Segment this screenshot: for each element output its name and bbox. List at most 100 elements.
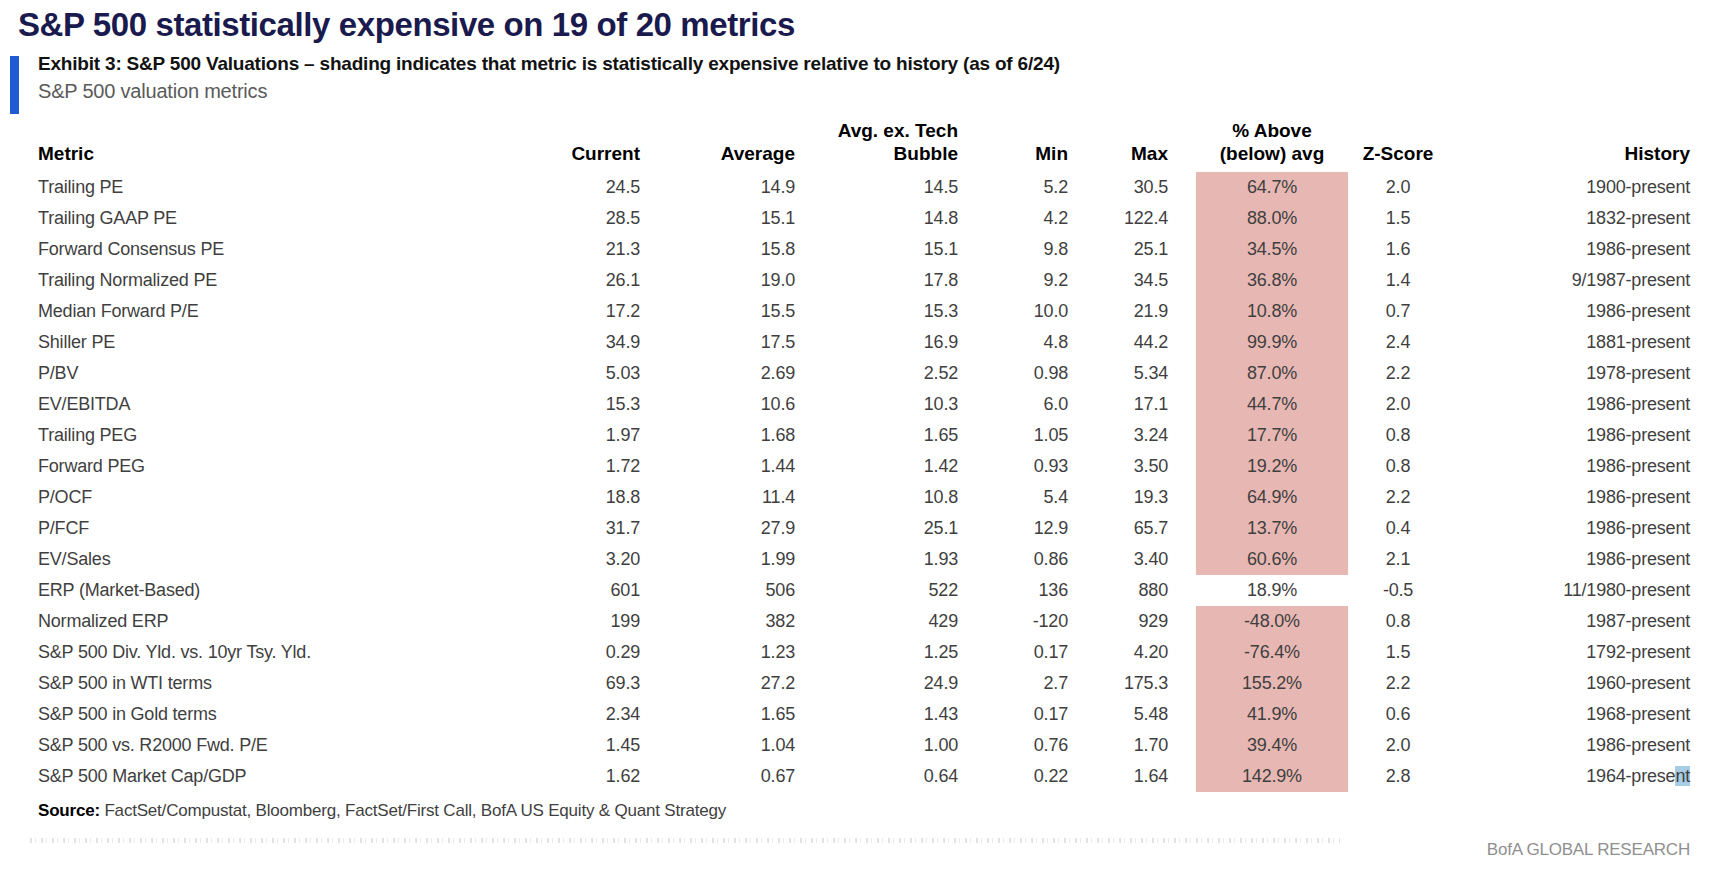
cell-z_score: 2.0 (1348, 389, 1448, 420)
cell-history: 1986-present (1448, 420, 1690, 451)
cell-max: 17.1 (1068, 389, 1168, 420)
cell-z_score: 2.8 (1348, 761, 1448, 792)
source-text: FactSet/Compustat, Bloomberg, FactSet/Fi… (104, 801, 726, 820)
cell-average: 14.9 (640, 172, 795, 203)
cell-max: 1.70 (1068, 730, 1168, 761)
text-selection-highlight: nt (1675, 766, 1690, 786)
cell-z_score: 2.0 (1348, 730, 1448, 761)
cell-current: 69.3 (458, 668, 640, 699)
cell-metric: P/OCF (38, 482, 458, 513)
column-header-avg_ex_tech: Avg. ex. TechBubble (795, 119, 958, 172)
cell-z_score: 0.4 (1348, 513, 1448, 544)
cell-metric: Trailing GAAP PE (38, 203, 458, 234)
cell-current: 1.45 (458, 730, 640, 761)
table-row: P/FCF31.727.925.112.965.713.7%0.41986-pr… (38, 513, 1690, 544)
cell-avg_ex_tech: 16.9 (795, 327, 958, 358)
cell-current: 199 (458, 606, 640, 637)
cell-min: 0.98 (958, 358, 1068, 389)
cell-history: 1881-present (1448, 327, 1690, 358)
cell-average: 15.5 (640, 296, 795, 327)
cell-avg_ex_tech: 14.5 (795, 172, 958, 203)
table-row: Shiller PE34.917.516.94.844.299.9%2.4188… (38, 327, 1690, 358)
cell-min: 4.8 (958, 327, 1068, 358)
cell-history: 1978-present (1448, 358, 1690, 389)
column-header-current: Current (458, 119, 640, 172)
cell-z_score: 2.0 (1348, 172, 1448, 203)
cell-pct_above_avg: -76.4% (1168, 637, 1348, 668)
column-header-average: Average (640, 119, 795, 172)
bofa-global-research-label: BofA GLOBAL RESEARCH (1487, 840, 1690, 860)
cell-history: 1986-present (1448, 234, 1690, 265)
page-title: S&P 500 statistically expensive on 19 of… (18, 6, 1715, 44)
cell-min: 0.93 (958, 451, 1068, 482)
cell-current: 2.34 (458, 699, 640, 730)
cell-avg_ex_tech: 429 (795, 606, 958, 637)
cell-average: 10.6 (640, 389, 795, 420)
cell-max: 5.48 (1068, 699, 1168, 730)
cell-min: 5.4 (958, 482, 1068, 513)
cell-avg_ex_tech: 1.00 (795, 730, 958, 761)
cell-pct_above_avg: -48.0% (1168, 606, 1348, 637)
table-row: Forward Consensus PE21.315.815.19.825.13… (38, 234, 1690, 265)
cell-max: 929 (1068, 606, 1168, 637)
cell-pct_above_avg: 87.0% (1168, 358, 1348, 389)
cell-max: 880 (1068, 575, 1168, 606)
expensive-shading: 142.9% (1196, 761, 1348, 792)
cell-pct_above_avg: 44.7% (1168, 389, 1348, 420)
cell-average: 1.04 (640, 730, 795, 761)
cell-z_score: 2.4 (1348, 327, 1448, 358)
cell-max: 3.24 (1068, 420, 1168, 451)
cell-history: 9/1987-present (1448, 265, 1690, 296)
cell-current: 601 (458, 575, 640, 606)
cell-average: 11.4 (640, 482, 795, 513)
cell-z_score: 2.2 (1348, 668, 1448, 699)
valuation-table: MetricCurrentAverageAvg. ex. TechBubble M… (38, 119, 1690, 792)
cell-metric: P/BV (38, 358, 458, 389)
cell-history: 1986-present (1448, 482, 1690, 513)
cell-metric: Median Forward P/E (38, 296, 458, 327)
cell-metric: Forward Consensus PE (38, 234, 458, 265)
cell-pct_above_avg: 142.9% (1168, 761, 1348, 792)
cell-avg_ex_tech: 1.25 (795, 637, 958, 668)
cell-history: 11/1980-present (1448, 575, 1690, 606)
cell-current: 5.03 (458, 358, 640, 389)
cell-avg_ex_tech: 15.1 (795, 234, 958, 265)
column-header-history: History (1448, 119, 1690, 172)
cell-history: 1986-present (1448, 513, 1690, 544)
table-row: Median Forward P/E17.215.515.310.021.910… (38, 296, 1690, 327)
cell-avg_ex_tech: 15.3 (795, 296, 958, 327)
cell-history: 1832-present (1448, 203, 1690, 234)
cell-current: 24.5 (458, 172, 640, 203)
cell-history: 1900-present (1448, 172, 1690, 203)
cell-metric: S&P 500 in WTI terms (38, 668, 458, 699)
cell-max: 3.50 (1068, 451, 1168, 482)
cell-avg_ex_tech: 14.8 (795, 203, 958, 234)
cell-z_score: 1.5 (1348, 203, 1448, 234)
cell-pct_above_avg: 88.0% (1168, 203, 1348, 234)
cell-z_score: 0.8 (1348, 451, 1448, 482)
table-row: S&P 500 Div. Yld. vs. 10yr Tsy. Yld.0.29… (38, 637, 1690, 668)
cell-history: 1986-present (1448, 389, 1690, 420)
cell-history: 1964-present (1448, 761, 1690, 792)
cell-metric: ERP (Market-Based) (38, 575, 458, 606)
expensive-shading: 13.7% (1196, 513, 1348, 544)
cell-metric: P/FCF (38, 513, 458, 544)
cell-avg_ex_tech: 17.8 (795, 265, 958, 296)
cell-pct_above_avg: 60.6% (1168, 544, 1348, 575)
expensive-shading: 36.8% (1196, 265, 1348, 296)
cell-avg_ex_tech: 1.43 (795, 699, 958, 730)
cell-average: 0.67 (640, 761, 795, 792)
cell-average: 1.68 (640, 420, 795, 451)
cell-metric: EV/EBITDA (38, 389, 458, 420)
cell-history: 1986-present (1448, 730, 1690, 761)
cell-metric: S&P 500 vs. R2000 Fwd. P/E (38, 730, 458, 761)
column-header-metric: Metric (38, 119, 458, 172)
exhibit-accent-bar (10, 56, 19, 114)
expensive-shading: -76.4% (1196, 637, 1348, 668)
cell-history: 1986-present (1448, 544, 1690, 575)
expensive-shading: -48.0% (1196, 606, 1348, 637)
expensive-shading: 88.0% (1196, 203, 1348, 234)
cell-pct_above_avg: 64.9% (1168, 482, 1348, 513)
cell-metric: S&P 500 Market Cap/GDP (38, 761, 458, 792)
cell-current: 15.3 (458, 389, 640, 420)
